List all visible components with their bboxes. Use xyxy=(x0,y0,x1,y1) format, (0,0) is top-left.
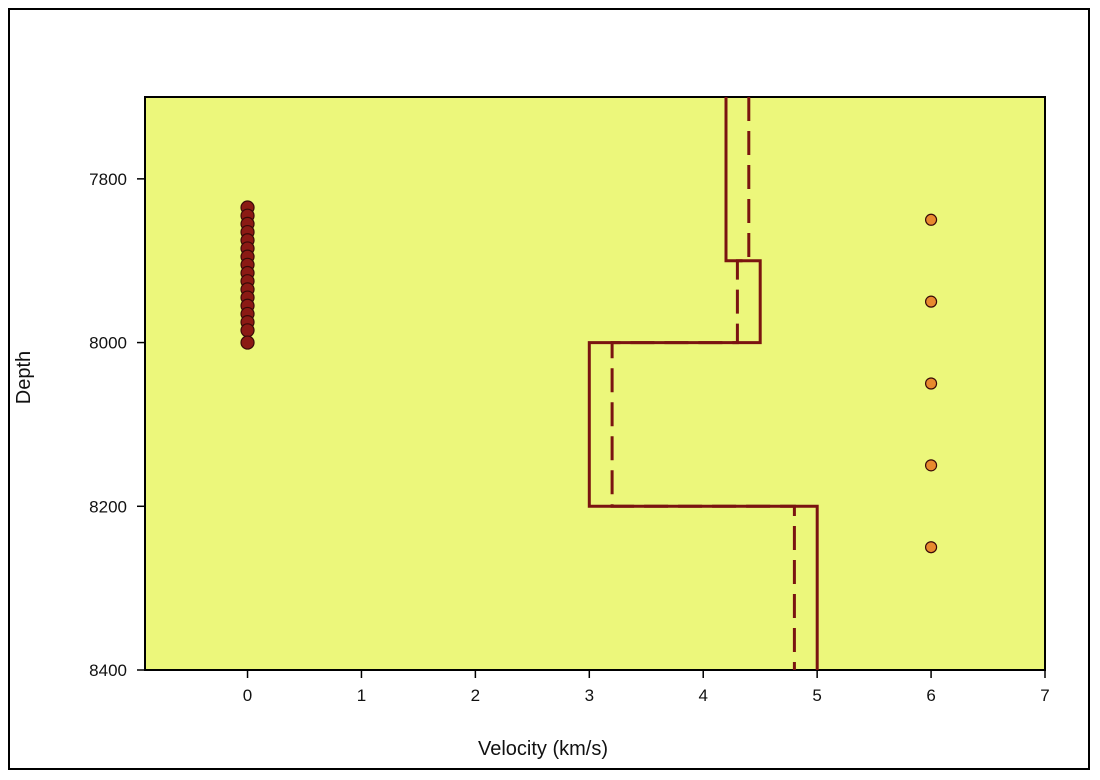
dashed-velocity-line xyxy=(610,97,796,670)
marker-point-right xyxy=(924,377,938,390)
y-tick-label: 8000 xyxy=(89,334,127,353)
marker-point-right xyxy=(924,295,938,308)
x-tick-label: 4 xyxy=(698,686,707,705)
x-tick-label: 1 xyxy=(357,686,366,705)
marker-point-left xyxy=(240,323,255,338)
y-tick-label: 8200 xyxy=(89,497,127,516)
y-tick-label: 8400 xyxy=(89,661,127,680)
x-tick-label: 2 xyxy=(471,686,480,705)
chart-axes: 0 1 2 3 4 5 6 7 7800 8000 8200 8400 xyxy=(89,170,1050,705)
marker-point-right xyxy=(924,541,938,554)
plot-area xyxy=(144,96,1046,671)
x-axis-title: Velocity (km/s) xyxy=(478,738,608,760)
x-tick-label: 5 xyxy=(812,686,821,705)
marker-point-right xyxy=(924,459,938,472)
x-tick-label: 7 xyxy=(1040,686,1049,705)
marker-point-right xyxy=(924,213,938,226)
x-tick-label: 3 xyxy=(585,686,594,705)
x-tick-label: 0 xyxy=(243,686,252,705)
chart-marks xyxy=(240,97,938,670)
y-axis-title: Depth xyxy=(13,351,35,404)
y-tick-label: 7800 xyxy=(89,170,127,189)
x-tick-label: 6 xyxy=(926,686,935,705)
marker-point-left xyxy=(240,335,255,350)
chart-frame xyxy=(8,8,1090,770)
